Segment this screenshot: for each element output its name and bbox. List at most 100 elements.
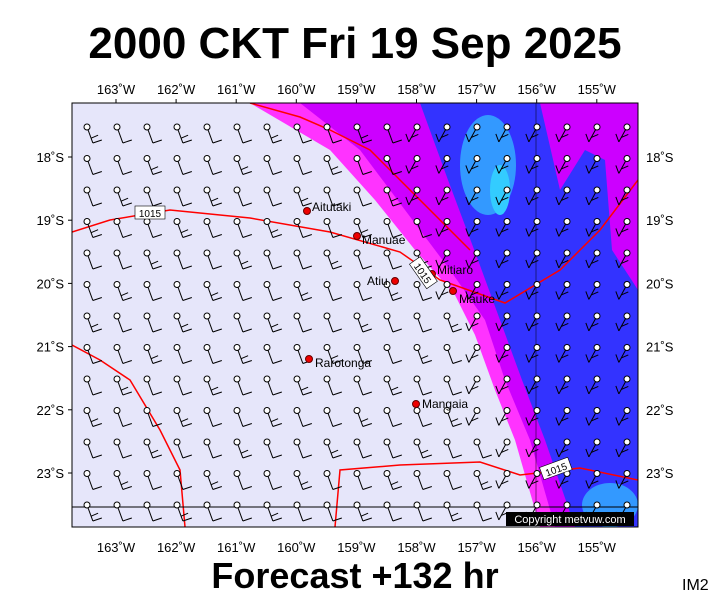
barb-feather bbox=[495, 354, 500, 363]
barb-feather bbox=[242, 422, 252, 427]
barb-station bbox=[353, 501, 361, 509]
barb-feather bbox=[302, 422, 312, 427]
barb-feather bbox=[420, 449, 429, 454]
barb-station bbox=[323, 501, 331, 509]
barb-feather bbox=[242, 328, 252, 333]
barb-feather bbox=[591, 480, 599, 485]
barb-feather bbox=[561, 385, 569, 390]
barb-feather bbox=[182, 170, 192, 175]
barb-station bbox=[473, 375, 481, 383]
barb-feather bbox=[465, 165, 470, 174]
barb-feather bbox=[555, 291, 560, 300]
barb-feather bbox=[615, 133, 620, 143]
barb-station bbox=[563, 344, 571, 351]
barb-feather bbox=[270, 512, 279, 517]
barb-feather bbox=[272, 517, 282, 522]
barb-feather bbox=[615, 291, 620, 300]
barb-station bbox=[353, 281, 361, 288]
barb-feather bbox=[332, 170, 342, 175]
barb-feather bbox=[621, 133, 629, 138]
barb-feather bbox=[182, 296, 192, 301]
barb-feather bbox=[122, 422, 132, 427]
barb-feather bbox=[495, 259, 500, 269]
barb-station bbox=[383, 312, 391, 320]
isobar-label: 1015 bbox=[134, 205, 166, 220]
barb-feather bbox=[591, 448, 599, 453]
lon-label: 158˚W bbox=[397, 82, 436, 97]
barb-feather bbox=[392, 139, 402, 144]
barb-feather bbox=[122, 485, 132, 490]
barb-feather bbox=[362, 170, 372, 175]
barb-feather bbox=[302, 454, 312, 459]
barb-feather bbox=[405, 196, 410, 206]
barb-feather bbox=[585, 417, 590, 426]
barb-feather bbox=[392, 422, 402, 427]
barb-station bbox=[473, 344, 481, 351]
barb-station bbox=[623, 375, 631, 383]
barb-feather bbox=[392, 454, 402, 459]
barb-station bbox=[563, 186, 571, 194]
barb-feather bbox=[422, 296, 432, 301]
barb-station bbox=[143, 312, 151, 320]
barb-feather bbox=[452, 391, 462, 396]
place-marker bbox=[303, 207, 311, 215]
lon-label: 155˚W bbox=[578, 82, 617, 97]
barb-station bbox=[443, 312, 451, 320]
barb-station bbox=[173, 501, 181, 509]
barb-feather bbox=[615, 259, 620, 269]
barb-feather bbox=[585, 448, 590, 458]
barb-feather bbox=[302, 296, 312, 301]
barb-feather bbox=[495, 448, 500, 458]
barb-feather bbox=[180, 323, 189, 328]
barb-station bbox=[173, 375, 181, 383]
barb-station bbox=[353, 186, 361, 194]
barb-feather bbox=[152, 485, 162, 490]
barb-station bbox=[173, 344, 181, 351]
barb-feather bbox=[392, 170, 402, 175]
barb-station bbox=[503, 344, 511, 351]
barb-station bbox=[233, 312, 241, 320]
barb-feather bbox=[482, 454, 492, 459]
barb-station bbox=[293, 344, 301, 351]
barb-station bbox=[503, 281, 511, 288]
barb-station bbox=[473, 281, 481, 288]
barb-station bbox=[593, 123, 601, 131]
barb-feather bbox=[362, 422, 372, 427]
barb-station bbox=[203, 249, 211, 257]
barb-station bbox=[473, 407, 481, 414]
barb-feather bbox=[182, 328, 192, 333]
barb-feather bbox=[555, 196, 560, 206]
barb-feather bbox=[182, 485, 192, 490]
barb-station bbox=[443, 155, 451, 162]
barb-feather bbox=[122, 202, 132, 207]
barb-station bbox=[593, 407, 601, 414]
barb-station bbox=[203, 123, 211, 131]
barb-feather bbox=[420, 355, 429, 360]
barb-feather bbox=[300, 197, 309, 202]
barb-station bbox=[593, 344, 601, 351]
barb-feather bbox=[525, 354, 530, 363]
barb-feather bbox=[525, 133, 530, 143]
barb-station bbox=[113, 501, 121, 509]
barb-feather bbox=[615, 196, 620, 206]
barb-feather bbox=[555, 133, 560, 143]
barb-feather bbox=[435, 196, 440, 206]
barb-feather bbox=[360, 134, 369, 139]
barb-feather bbox=[210, 386, 219, 391]
barb-station bbox=[293, 186, 301, 194]
barb-feather bbox=[531, 448, 539, 453]
barb-feather bbox=[525, 259, 530, 269]
barb-feather bbox=[392, 202, 402, 207]
barb-feather bbox=[212, 485, 222, 490]
barb-feather bbox=[240, 260, 249, 265]
barb-feather bbox=[90, 418, 99, 423]
barb-station bbox=[503, 407, 511, 414]
barb-station bbox=[563, 312, 571, 320]
barb-station bbox=[533, 281, 541, 288]
barb-feather bbox=[272, 485, 282, 490]
barb-station bbox=[383, 501, 391, 509]
barb-feather bbox=[621, 291, 629, 296]
barb-station bbox=[533, 123, 541, 131]
barb-feather bbox=[615, 165, 620, 174]
barb-feather bbox=[92, 202, 102, 207]
